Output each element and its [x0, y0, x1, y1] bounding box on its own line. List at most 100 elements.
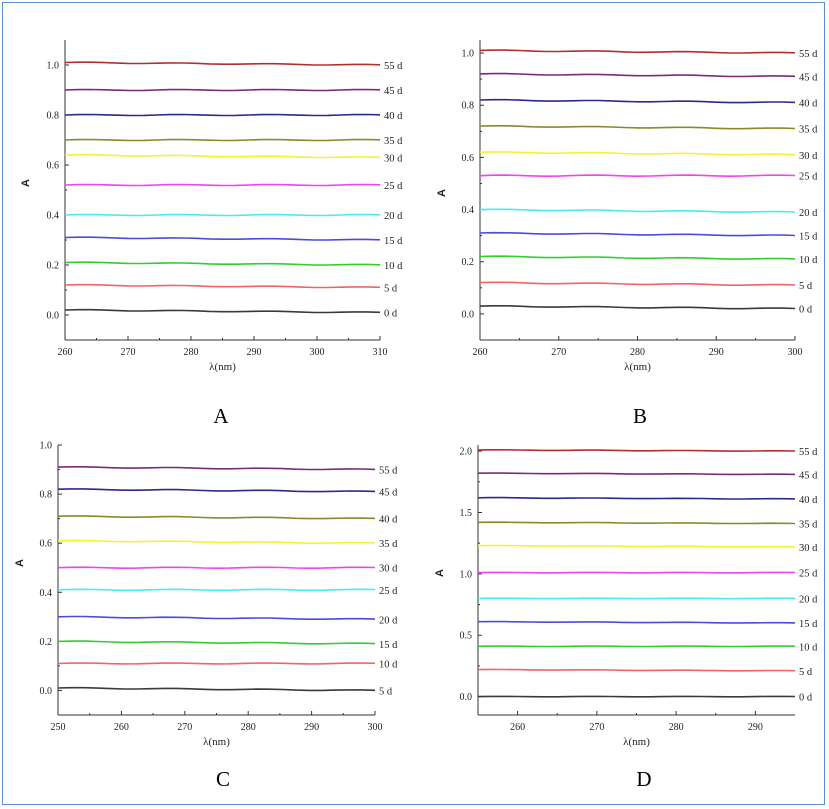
y-tick-label: 0.6 — [462, 153, 475, 164]
y-tick-label: 1.5 — [460, 508, 473, 519]
y-tick-label: 1.0 — [462, 49, 475, 60]
y-axis-title: A — [436, 189, 448, 197]
series-line-40d — [64, 113, 381, 117]
series-line-55d — [57, 465, 376, 471]
series-label: 55 d — [384, 61, 403, 72]
series-line-45d — [64, 88, 381, 92]
series-line-20d — [477, 597, 796, 600]
series-line-20d — [479, 208, 796, 213]
series-label: 20 d — [799, 594, 818, 605]
series-line-30d — [64, 153, 381, 159]
series-line-10d — [477, 645, 796, 648]
series-label: 5 d — [379, 686, 393, 697]
series-line-55d — [64, 61, 381, 66]
x-tick-label: 290 — [247, 347, 262, 358]
chart-panel-c: 0.0 0.2 0.4 0.6 0.8 1.0 250 260 270 280 290 300 λ(nm… — [14, 441, 398, 792]
x-tick-label: 260 — [473, 347, 488, 358]
panel-label: D — [636, 767, 651, 791]
series-label: 10 d — [379, 659, 398, 670]
series-label: 15 d — [799, 232, 818, 243]
y-tick-label: 0.8 — [40, 490, 53, 501]
y-tick-label: 0.0 — [460, 692, 473, 703]
series-line-5d — [477, 668, 796, 672]
x-tick-label: 270 — [589, 722, 604, 733]
x-axis-title: λ(nm) — [623, 736, 650, 748]
series-line-35d — [64, 138, 381, 142]
series-label: 35 d — [799, 125, 818, 136]
series-line-30d — [477, 544, 796, 548]
series-line-0d — [479, 304, 796, 310]
x-tick-label: 250 — [51, 722, 66, 733]
series-line-25d — [477, 571, 796, 574]
y-tick-label: 0.5 — [460, 631, 473, 642]
y-tick-label: 0.2 — [462, 257, 475, 268]
panel-label: B — [633, 404, 647, 428]
x-tick-label: 270 — [551, 347, 566, 358]
series-line-25d — [57, 588, 376, 592]
y-axis-title: A — [20, 179, 32, 187]
series-line-25d — [64, 183, 381, 187]
series-line-5d — [64, 283, 381, 289]
x-tick-label: 280 — [630, 347, 645, 358]
x-tick-label: 280 — [241, 722, 256, 733]
series-label: 45 d — [799, 470, 818, 481]
x-axis-title: λ(nm) — [209, 361, 236, 373]
series-label: 0 d — [799, 693, 813, 704]
x-tick-label: 260 — [114, 722, 129, 733]
x-tick-label: 260 — [510, 722, 525, 733]
panel-label: A — [213, 404, 229, 428]
chart-panel-a: 0.0 0.2 0.4 0.6 0.8 1.0 260 270 280 290 300 310 λ(nm… — [20, 40, 403, 428]
x-tick-label: 290 — [304, 722, 319, 733]
series-label: 40 d — [799, 495, 818, 506]
chart-panel-d: 0.0 0.5 1.0 1.5 2.0 260 270 280 290 λ(nm) A 0 d 5 d 1… — [434, 445, 818, 791]
series-label: 55 d — [799, 49, 818, 60]
x-tick-label: 300 — [368, 722, 383, 733]
series-line-35d — [477, 521, 796, 525]
series-label: 15 d — [799, 619, 818, 630]
y-tick-label: 1.0 — [47, 61, 60, 72]
series-line-15d — [479, 231, 796, 237]
x-axis-title: λ(nm) — [624, 361, 651, 373]
series-label: 30 d — [799, 543, 818, 554]
series-line-20d — [57, 615, 376, 621]
y-tick-label: 0.2 — [47, 261, 60, 272]
x-tick-label: 260 — [58, 347, 73, 358]
series-line-40d — [479, 98, 796, 104]
y-tick-label: 0.4 — [462, 205, 475, 216]
series-label: 15 d — [384, 236, 403, 247]
series-line-45d — [57, 488, 376, 493]
series-label: 35 d — [384, 136, 403, 147]
series-label: 45 d — [384, 86, 403, 97]
series-label: 5 d — [384, 284, 398, 295]
series-line-5d — [57, 686, 376, 692]
series-line-30d — [57, 566, 376, 570]
x-tick-label: 270 — [177, 722, 192, 733]
series-label: 35 d — [799, 520, 818, 531]
x-axis-title: λ(nm) — [203, 736, 230, 748]
series-line-10d — [57, 662, 376, 665]
series-line-40d — [57, 515, 376, 520]
series-label: 0 d — [384, 309, 398, 320]
series-line-30d — [479, 151, 796, 156]
x-tick-label: 290 — [748, 722, 763, 733]
series-label: 30 d — [379, 564, 398, 575]
series-label: 45 d — [799, 73, 818, 84]
series-line-20d — [64, 213, 381, 217]
series-line-10d — [479, 255, 796, 260]
x-tick-label: 300 — [310, 347, 325, 358]
series-label: 45 d — [379, 488, 398, 499]
series-label: 25 d — [799, 172, 818, 183]
series-line-45d — [477, 472, 796, 476]
series-label: 25 d — [799, 569, 818, 580]
x-tick-label: 270 — [121, 347, 136, 358]
series-label: 40 d — [799, 99, 818, 110]
series-line-40d — [477, 496, 796, 500]
y-axis-title: A — [434, 569, 446, 577]
x-tick-label: 280 — [669, 722, 684, 733]
series-line-45d — [479, 72, 796, 78]
series-label: 10 d — [384, 261, 403, 272]
series-label: 5 d — [799, 667, 813, 678]
x-tick-label: 310 — [373, 347, 388, 358]
series-label: 35 d — [379, 539, 398, 550]
series-line-35d — [57, 539, 376, 545]
